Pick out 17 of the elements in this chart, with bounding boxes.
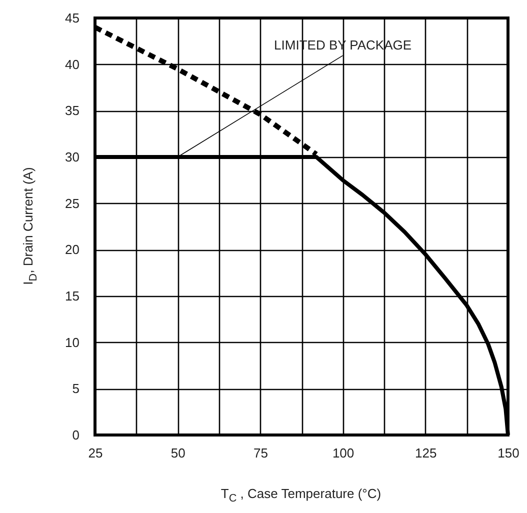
y-tick-label: 45: [65, 10, 80, 26]
y-tick-label: 20: [65, 242, 80, 258]
y-tick-label: 35: [65, 103, 80, 118]
y-tick-label: 25: [65, 196, 80, 211]
y-tick-label: 0: [72, 428, 80, 442]
y-tick-label: 10: [65, 334, 80, 350]
x-tick-label: 50: [170, 446, 186, 460]
x-axis-title: T$_{C}$ , Case Temperature (°C): [220, 486, 382, 505]
x-tick-label: 125: [415, 446, 437, 460]
x-tick-label: 25: [88, 446, 103, 460]
x-tick-label: 100: [332, 446, 354, 460]
y-tick-label: 30: [65, 150, 80, 164]
x-tick-label: 75: [253, 446, 268, 460]
y-tick-label: 15: [65, 288, 80, 304]
x-tick-label: 150: [498, 446, 520, 460]
y-tick-label: 40: [65, 56, 80, 72]
y-tick-label: 5: [72, 381, 80, 396]
